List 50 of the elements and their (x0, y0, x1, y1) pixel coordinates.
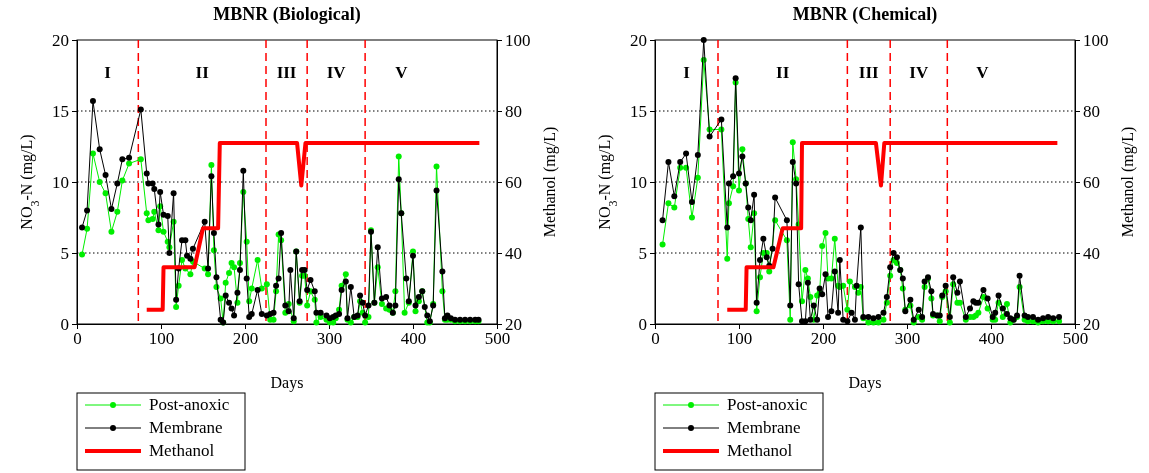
annotation: IV (909, 62, 929, 82)
x-tick-label: 100 (726, 329, 753, 349)
annotation: I (683, 62, 691, 82)
y-tick-label: 15 (630, 101, 647, 121)
y2-tick-label: 80 (505, 101, 522, 121)
y2-tick-label: 40 (505, 243, 522, 263)
annotation: I (104, 62, 112, 82)
x-tick-label: 100 (148, 329, 175, 349)
chart-title: MBNR (Biological) (213, 4, 361, 25)
x-tick-label: 200 (232, 329, 259, 349)
x-tick-label: 300 (316, 329, 343, 349)
x-tick-label: 200 (810, 329, 837, 349)
y2-axis-title: Methanol (mg/L) (541, 126, 559, 238)
x-tick-label: 0 (651, 329, 660, 349)
x-tick-label: 0 (73, 329, 82, 349)
legend-label: Post-anoxic (149, 395, 230, 414)
y2-tick-label: 100 (505, 30, 531, 50)
y-tick-label: 10 (630, 172, 647, 192)
chart-title: MBNR (Chemical) (792, 4, 938, 25)
legend-label: Methanol (149, 441, 215, 460)
annotation: II (195, 62, 210, 82)
x-axis-title: Days (848, 374, 882, 392)
y-tick-label: 5 (638, 243, 647, 263)
annotation: IV (326, 62, 347, 82)
y-tick-label: 20 (52, 30, 69, 50)
annotation: V (395, 62, 409, 82)
y2-tick-label: 60 (1083, 172, 1100, 192)
x-axis-title: Days (270, 374, 304, 392)
legend-label: Membrane (727, 418, 801, 437)
legend-label: Methanol (727, 441, 793, 460)
legend-label: Post-anoxic (727, 395, 808, 414)
y2-tick-label: 100 (1083, 30, 1109, 50)
x-tick-label: 400 (978, 329, 1005, 349)
y2-axis-title: Methanol (mg/L) (1119, 126, 1137, 238)
x-tick-label: 300 (894, 329, 921, 349)
y2-tick-label: 40 (1083, 243, 1100, 263)
y-tick-label: 20 (630, 30, 647, 50)
y-tick-label: 10 (52, 172, 69, 192)
legend-label: Membrane (149, 418, 223, 437)
y-tick-label: 15 (52, 101, 69, 121)
annotation: III (276, 62, 297, 82)
annotation: II (776, 62, 790, 82)
annotation: V (976, 62, 990, 82)
x-tick-label: 400 (400, 329, 427, 349)
y-tick-label: 0 (638, 314, 647, 334)
annotation: III (858, 62, 880, 82)
y-tick-label: 5 (60, 243, 69, 263)
y2-tick-label: 80 (1083, 101, 1100, 121)
y2-tick-label: 60 (505, 172, 522, 192)
y-tick-label: 0 (60, 314, 69, 334)
